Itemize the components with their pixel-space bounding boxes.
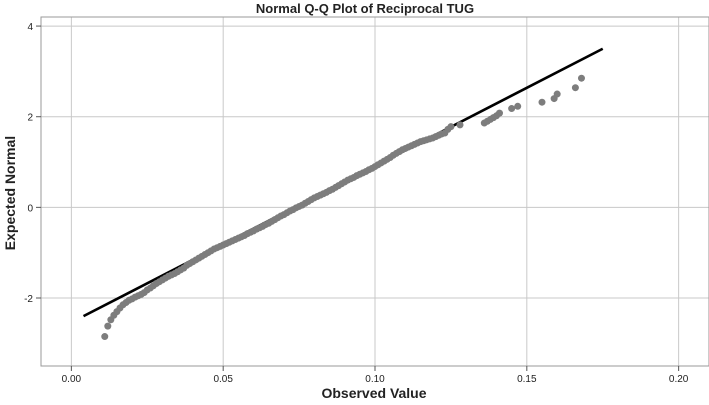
y-tick-label: -2 [24,294,33,305]
data-points [101,74,585,341]
data-point [447,123,455,131]
data-point [508,105,516,113]
data-point [104,322,112,330]
data-point [577,74,585,82]
data-point [495,109,503,117]
y-tick-label: 0 [27,203,33,214]
y-axis-ticks: -2 0 2 4 [24,22,41,305]
x-axis-ticks: 0.00 0.05 0.10 0.15 0.20 [62,366,689,385]
gridlines [41,17,709,366]
x-tick-label: 0.00 [62,374,82,385]
x-tick-label: 0.10 [365,374,385,385]
x-tick-label: 0.05 [213,374,233,385]
x-axis-label: Observed Value [321,385,426,401]
data-point [553,90,561,98]
data-point [571,84,579,92]
y-axis-label: Expected Normal [2,136,18,250]
x-tick-label: 0.20 [669,374,689,385]
y-tick-label: 4 [27,22,33,33]
data-point [101,333,109,341]
data-point [514,102,522,110]
data-point [538,98,546,106]
x-tick-label: 0.15 [517,374,537,385]
y-tick-label: 2 [27,113,33,124]
chart-title: Normal Q-Q Plot of Reciprocal TUG [256,1,474,16]
data-point [456,121,464,129]
